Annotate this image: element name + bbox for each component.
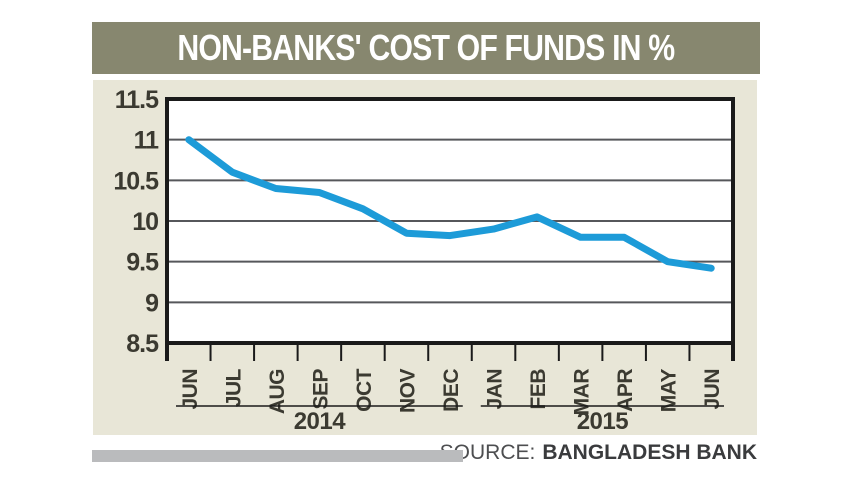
month-label: SEP — [309, 369, 332, 410]
y-tick-label: 10.5 — [113, 167, 159, 195]
chart-svg: 11.5 11 10.5 10 9.5 9 8.5 JUN JUL AUG SEP OCT NOV DEC… — [113, 86, 735, 435]
year-label: 2014 — [294, 408, 347, 435]
chart-title-bar: NON-BANKS' COST OF FUNDS IN % — [92, 22, 760, 74]
y-tick-label: 9.5 — [126, 249, 159, 277]
source-name-label: BANGLADESH BANK — [542, 441, 757, 464]
source-prefix-label: SOURCE: — [439, 441, 536, 464]
month-label: APR — [614, 369, 637, 412]
series-line — [185, 136, 715, 272]
month-label: DEC — [440, 369, 463, 412]
month-label: MAY — [658, 369, 681, 413]
bottom-divider-bar — [92, 450, 463, 462]
month-label: NOV — [396, 369, 419, 414]
y-tick-label: 8.5 — [126, 330, 159, 358]
chart-panel: 11.5 11 10.5 10 9.5 9 8.5 JUN JUL AUG SEP OCT NOV DEC… — [93, 80, 757, 435]
month-label: JUN — [179, 369, 202, 410]
month-label: MAR — [571, 369, 594, 416]
month-label: FEB — [527, 369, 550, 410]
y-tick-label: 11 — [134, 127, 160, 155]
plot-border — [165, 97, 735, 345]
month-label: JUN — [701, 369, 724, 410]
y-tick-label: 9 — [145, 289, 158, 317]
source-row: SOURCE: BANGLADESH BANK — [440, 441, 757, 465]
month-label: OCT — [353, 368, 376, 412]
month-label: JUL — [222, 368, 245, 407]
y-tick-label: 11.5 — [115, 86, 159, 114]
month-label: JAN — [484, 369, 507, 410]
year-label: 2015 — [577, 408, 629, 435]
month-label: AUG — [266, 369, 289, 414]
y-tick-label: 10 — [132, 208, 158, 236]
chart-title: NON-BANKS' COST OF FUNDS IN % — [177, 27, 676, 68]
